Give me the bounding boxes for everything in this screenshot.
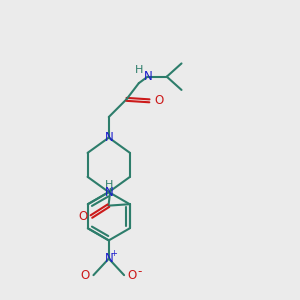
Text: N: N xyxy=(104,186,113,199)
Text: O: O xyxy=(128,268,137,282)
Text: O: O xyxy=(78,210,88,223)
Text: N: N xyxy=(144,70,153,83)
Text: O: O xyxy=(81,268,90,282)
Text: N: N xyxy=(104,131,113,144)
Text: +: + xyxy=(111,249,118,258)
Text: H: H xyxy=(105,180,113,190)
Text: N: N xyxy=(104,252,113,265)
Text: O: O xyxy=(154,94,164,107)
Text: H: H xyxy=(135,65,143,75)
Text: -: - xyxy=(137,265,142,278)
